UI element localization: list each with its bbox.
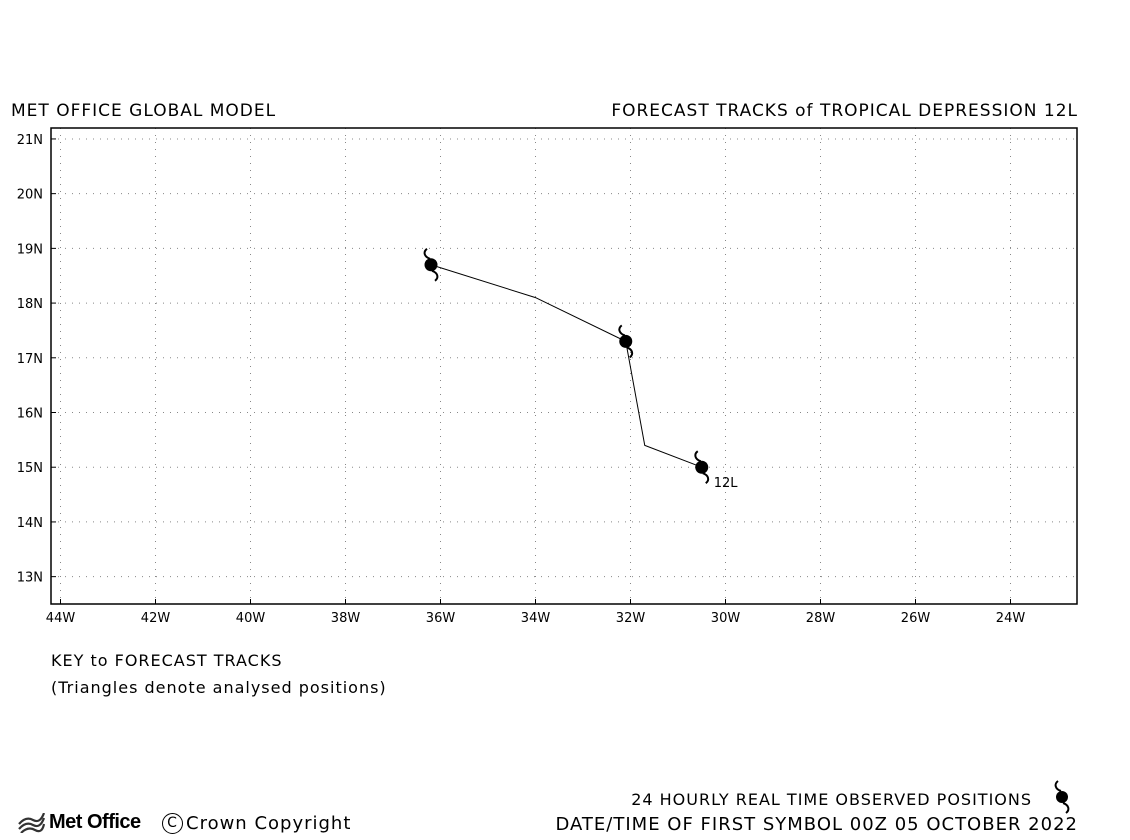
lon-tick-label: 38W [331, 611, 361, 626]
lon-tick-label: 34W [521, 611, 551, 626]
tropical-cyclone-icon [694, 450, 710, 485]
map-grid [51, 128, 1077, 604]
cyclone-arm [618, 324, 626, 337]
lat-tick-label: 16N [17, 407, 43, 422]
header-forecast-title: FORECAST TRACKS of TROPICAL DEPRESSION 1… [611, 101, 1078, 121]
observed-positions-label: 24 HOURLY REAL TIME OBSERVED POSITIONS [631, 790, 1032, 809]
cyclone-core [695, 460, 709, 474]
lat-tick-label: 13N [17, 571, 43, 586]
lat-tick-label: 19N [17, 242, 43, 257]
lon-tick-label: 28W [806, 611, 836, 626]
lat-tick-label: 17N [17, 352, 43, 367]
lon-tick-label: 30W [711, 611, 741, 626]
lon-tick-label: 42W [141, 611, 171, 626]
cyclone-arm [423, 247, 431, 260]
lat-tick-label: 15N [17, 461, 43, 476]
cyclone-arm [694, 450, 702, 463]
copyright-symbol: C [162, 813, 183, 834]
key-note: (Triangles denote analysed positions) [51, 678, 387, 697]
lat-tick-label: 14N [17, 516, 43, 531]
cyclone-core [424, 258, 438, 272]
tropical-cyclone-icon [618, 324, 634, 359]
lon-tick-label: 24W [996, 611, 1026, 626]
lon-tick-label: 44W [46, 611, 76, 626]
lat-tick-label: 18N [17, 297, 43, 312]
met-office-logo-text: Met Office [49, 811, 141, 833]
copyright-text: Crown Copyright [186, 813, 352, 834]
map-frame [50, 127, 1078, 605]
first-symbol-datetime: DATE/TIME OF FIRST SYMBOL 00Z 05 OCTOBER… [555, 814, 1078, 835]
lat-tick-label: 20N [17, 188, 43, 203]
cyclone-arm [626, 346, 634, 359]
storm-name-label: 12L [714, 476, 739, 491]
met-office-logo: Met Office [17, 811, 141, 834]
storm-track-12l: 12L [423, 247, 739, 491]
key-title: KEY to FORECAST TRACKS [51, 651, 283, 670]
track-line [430, 264, 702, 468]
lat-tick-label: 21N [17, 133, 43, 148]
tropical-cyclone-icon [1054, 780, 1070, 814]
cyclone-core [619, 334, 633, 348]
map-axes: 21N 20N 19N 18N 17N 16N 15N 14N 13N 44W 42W 40W 38W 3… [17, 133, 1026, 626]
lon-tick-label: 32W [616, 611, 646, 626]
met-office-wave-icon [18, 812, 45, 833]
header-model-title: MET OFFICE GLOBAL MODEL [11, 101, 277, 121]
cyclone-arm [431, 269, 439, 282]
lon-tick-label: 40W [236, 611, 266, 626]
cyclone-arm [702, 472, 710, 485]
crown-copyright: C Crown Copyright [162, 813, 351, 834]
tropical-cyclone-icon [423, 247, 439, 282]
lon-tick-label: 26W [901, 611, 931, 626]
lon-tick-label: 36W [426, 611, 456, 626]
